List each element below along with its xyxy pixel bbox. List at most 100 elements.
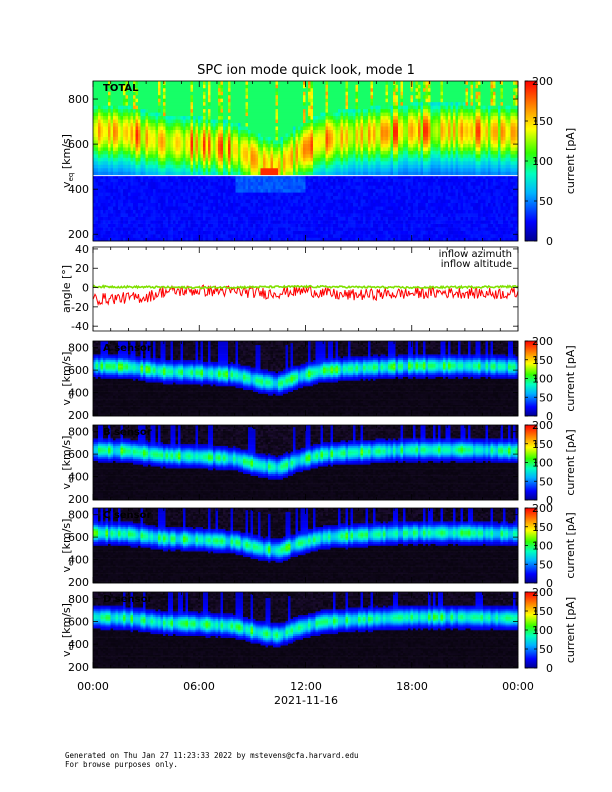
heatmap-cell xyxy=(113,158,116,162)
heatmap-cell xyxy=(98,95,101,99)
heatmap-cell xyxy=(151,213,154,217)
heatmap-cell xyxy=(223,217,226,221)
heatmap-cell xyxy=(183,164,186,168)
heatmap-cell xyxy=(193,182,196,186)
heatmap-cell xyxy=(193,206,196,210)
heatmap-cell xyxy=(206,220,209,224)
heatmap-cell xyxy=(268,154,271,158)
heatmap-cell xyxy=(181,192,184,196)
heatmap-cells xyxy=(93,81,518,241)
heatmap-cell xyxy=(261,102,264,106)
heatmap-cell xyxy=(203,178,206,182)
heatmap-cell xyxy=(283,182,286,186)
heatmap-cell xyxy=(96,161,99,165)
heatmap-cell xyxy=(268,109,271,113)
heatmap-cell xyxy=(261,137,264,141)
heatmap-cell xyxy=(231,227,234,231)
heatmap-cell xyxy=(213,189,216,193)
heatmap-cell xyxy=(98,123,101,127)
heatmap-cell xyxy=(116,112,119,116)
heatmap-cell xyxy=(268,91,271,95)
heatmap-cell xyxy=(246,133,249,137)
heatmap-cell xyxy=(221,105,224,109)
heatmap-cell xyxy=(271,140,274,144)
heatmap-cell xyxy=(96,210,99,214)
heatmap-cell xyxy=(216,192,219,196)
heatmap-cell xyxy=(306,144,309,148)
heatmap-cell xyxy=(236,102,239,106)
heatmap-cell xyxy=(296,112,299,116)
heatmap-cell xyxy=(268,171,271,175)
heatmap-cell xyxy=(198,224,201,228)
heatmap-cell xyxy=(111,196,114,200)
heatmap-cell xyxy=(266,217,269,221)
heatmap-cell xyxy=(191,116,194,120)
heatmap-cell xyxy=(248,126,251,130)
heatmap-cell xyxy=(296,213,299,217)
heatmap-cell xyxy=(243,168,246,172)
heatmap-cell xyxy=(128,213,131,217)
heatmap-cell xyxy=(96,164,99,168)
heatmap-cell xyxy=(266,206,269,210)
heatmap-cell xyxy=(131,109,134,113)
heatmap-cell xyxy=(103,140,106,144)
heatmap-cell xyxy=(223,224,226,228)
heatmap-cell xyxy=(141,81,144,85)
heatmap-cell xyxy=(261,231,264,235)
heatmap-cell xyxy=(101,234,104,238)
heatmap-cell xyxy=(156,213,159,217)
heatmap-cell xyxy=(136,154,139,158)
heatmap-cell xyxy=(251,206,254,210)
heatmap-cell xyxy=(221,220,224,224)
heatmap-cell xyxy=(133,220,136,224)
heatmap-cell xyxy=(306,84,309,88)
heatmap-cell xyxy=(166,91,169,95)
heatmap-cell xyxy=(301,210,304,214)
heatmap-cell xyxy=(253,119,256,123)
heatmap-cell xyxy=(126,168,129,172)
heatmap-cell xyxy=(118,144,121,148)
heatmap-cell xyxy=(291,137,294,141)
heatmap-cell xyxy=(128,98,131,102)
heatmap-cell xyxy=(261,147,264,151)
heatmap-cell xyxy=(108,123,111,127)
heatmap-cell xyxy=(241,144,244,148)
heatmap-cell xyxy=(258,171,261,175)
heatmap-cell xyxy=(183,133,186,137)
heatmap-cell xyxy=(166,171,169,175)
heatmap-cell xyxy=(296,196,299,200)
heatmap-cell xyxy=(283,171,286,175)
heatmap-cell xyxy=(278,182,281,186)
heatmap-cell xyxy=(243,203,246,207)
heatmap-cell xyxy=(178,91,181,95)
heatmap-cell xyxy=(106,109,109,113)
heatmap-cell xyxy=(246,224,249,228)
heatmap-cell xyxy=(141,220,144,224)
heatmap-cell xyxy=(301,182,304,186)
heatmap-cell xyxy=(241,168,244,172)
heatmap-cell xyxy=(121,98,124,102)
heatmap-cell xyxy=(111,213,114,217)
heatmap-cell xyxy=(133,199,136,203)
heatmap-cell xyxy=(288,158,291,162)
heatmap-cell xyxy=(286,203,289,207)
heatmap-cell xyxy=(248,199,251,203)
heatmap-cell xyxy=(173,224,176,228)
heatmap-cell xyxy=(278,192,281,196)
heatmap-cell xyxy=(288,161,291,165)
heatmap-cell xyxy=(258,231,261,235)
heatmap-cell xyxy=(261,210,264,214)
heatmap-cell xyxy=(196,91,199,95)
heatmap-cell xyxy=(193,224,196,228)
heatmap-cell xyxy=(171,161,174,165)
heatmap-cell xyxy=(173,140,176,144)
heatmap-cell xyxy=(168,109,171,113)
heatmap-cell xyxy=(183,224,186,228)
heatmap-cell xyxy=(148,164,151,168)
heatmap-cell xyxy=(288,119,291,123)
heatmap-cell xyxy=(268,95,271,99)
heatmap-cell xyxy=(241,137,244,141)
heatmap-cell xyxy=(263,84,266,88)
heatmap-cell xyxy=(178,196,181,200)
heatmap-cell xyxy=(173,126,176,130)
